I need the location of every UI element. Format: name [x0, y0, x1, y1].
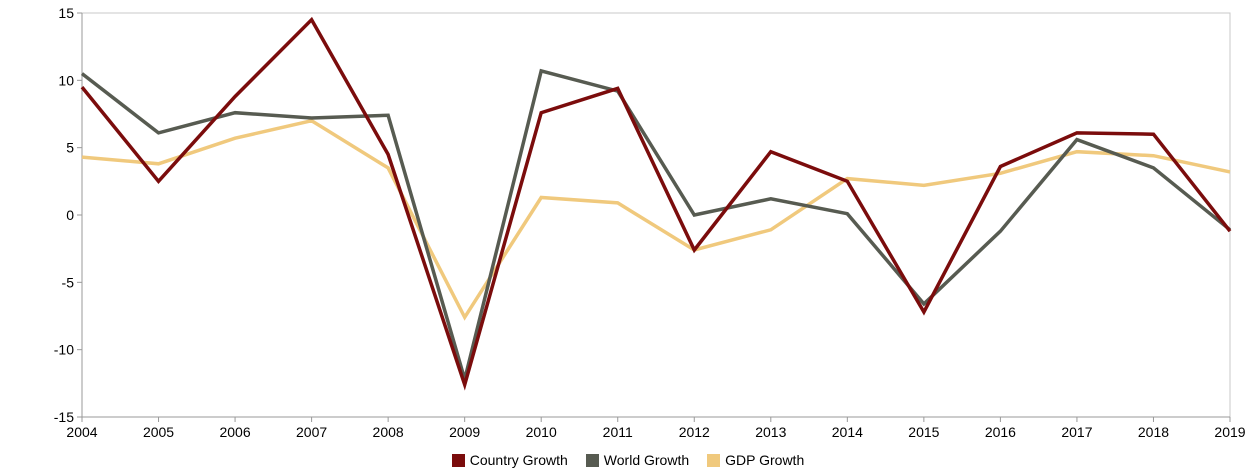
- y-tick-label: 10: [58, 72, 74, 88]
- x-tick-label: 2014: [832, 424, 863, 440]
- legend-item: Country Growth: [451, 452, 568, 468]
- legend-item: GDP Growth: [707, 452, 804, 468]
- plot-border: [81, 12, 1231, 418]
- x-tick-label: 2019: [1214, 424, 1245, 440]
- legend: Country Growth World Growth GDP Growth: [0, 449, 1256, 471]
- legend-item: World Growth: [585, 452, 690, 468]
- y-tick-label: 15: [58, 5, 74, 21]
- y-tick-label: -15: [54, 409, 74, 425]
- series-line-world-growth: [80, 68, 1232, 387]
- x-tick-label: 2004: [66, 424, 97, 440]
- series-line-country-growth: [80, 16, 1232, 391]
- series-lines: [80, 16, 1232, 391]
- x-tick-label: 2018: [1138, 424, 1169, 440]
- x-tick-label: 2016: [985, 424, 1016, 440]
- plot-frame: [81, 12, 1231, 418]
- y-tick-label: -5: [62, 274, 75, 290]
- x-tick-label: 2010: [526, 424, 557, 440]
- legend-swatch: [707, 453, 721, 467]
- x-tick-label: 2006: [219, 424, 250, 440]
- legend-swatch: [451, 453, 465, 467]
- y-tick-label: 0: [66, 207, 74, 223]
- legend-label: Country Growth: [469, 452, 568, 468]
- y-tick-label: -10: [54, 342, 74, 358]
- y-axis-ticks: 15 10 5 0 -5 -10 -15: [54, 5, 82, 425]
- x-tick-label: 2015: [908, 424, 939, 440]
- x-tick-label: 2005: [143, 424, 174, 440]
- legend-label: GDP Growth: [725, 452, 805, 468]
- x-tick-label: 2017: [1061, 424, 1092, 440]
- legend-swatch: [585, 453, 599, 467]
- y-tick-label: 5: [66, 140, 74, 156]
- legend-label: World Growth: [603, 452, 690, 468]
- x-tick-label: 2012: [679, 424, 710, 440]
- x-axis-ticks: 2004 2005 2006 2007 2008 2009 2010 2011 2012 2013…: [66, 417, 1246, 440]
- x-tick-label: 2008: [373, 424, 404, 440]
- x-tick-label: 2011: [603, 424, 633, 440]
- x-tick-label: 2007: [296, 424, 327, 440]
- x-tick-label: 2013: [755, 424, 786, 440]
- x-tick-label: 2009: [449, 424, 480, 440]
- series-line-gdp-growth: [81, 118, 1231, 321]
